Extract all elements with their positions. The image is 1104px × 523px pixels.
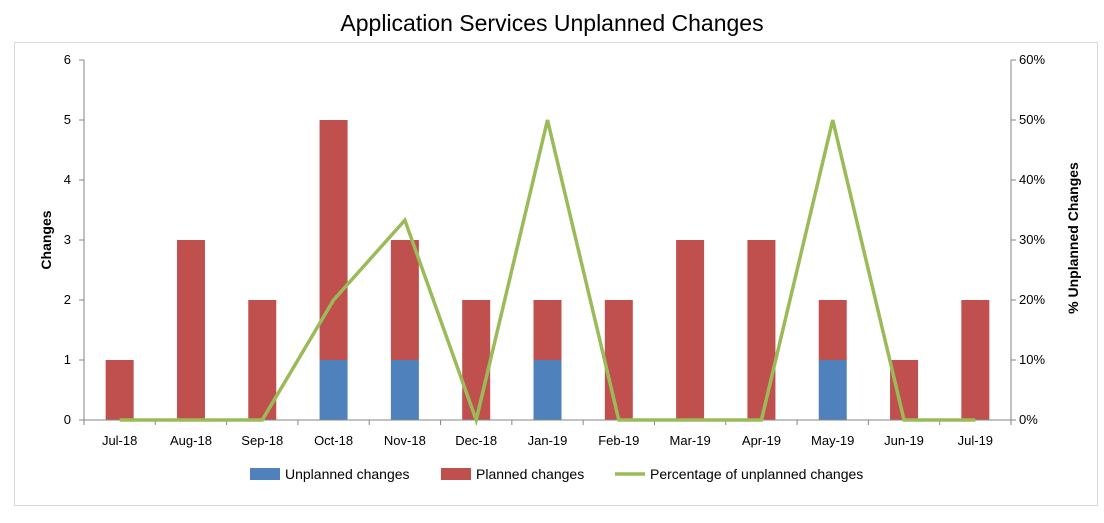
legend-swatch-1 [441,468,471,480]
legend: Unplanned changes Planned changes Percenta… [250,466,863,482]
bar-unplanned-changes-nov-18 [390,360,419,420]
chart-frame [14,42,1098,506]
y-axis-title-left: Changes [38,210,54,269]
legend-swatch-0 [250,468,280,480]
bars-layer [105,120,990,420]
bar-planned-changes-may-19 [818,300,847,360]
y-tick-label-right: 40% [1019,172,1045,187]
x-tick-label: Mar-19 [670,433,711,448]
x-tick-label: Apr-19 [742,433,781,448]
x-tick-label: Oct-18 [314,433,353,448]
bar-planned-changes-jun-19 [890,360,919,420]
x-tick-label: Sep-18 [241,433,283,448]
bar-planned-changes-sep-18 [248,300,277,420]
bar-planned-changes-jul-18 [105,360,134,420]
bar-planned-changes-nov-18 [390,240,419,360]
x-tick-label: Dec-18 [455,433,497,448]
y-tick-label-left: 2 [64,292,71,307]
bar-planned-changes-apr-19 [747,240,776,420]
y-tick-label-right: 30% [1019,232,1045,247]
y-tick-label-right: 20% [1019,292,1045,307]
x-tick-label: Jul-19 [958,433,993,448]
x-tick-label: Feb-19 [598,433,639,448]
bar-planned-changes-aug-18 [176,240,205,420]
bar-planned-changes-oct-18 [319,120,348,360]
y-tick-label-left: 6 [64,52,71,67]
y-tick-label-right: 60% [1019,52,1045,67]
chart-title: Application Services Unplanned Changes [340,10,764,36]
bar-planned-changes-jul-19 [961,300,990,420]
bar-unplanned-changes-oct-18 [319,360,348,420]
bar-planned-changes-mar-19 [676,240,705,420]
x-tick-label: May-19 [811,433,854,448]
x-tick-label: Jul-18 [102,433,137,448]
y-tick-label-left: 1 [64,352,71,367]
x-tick-label: Jun-19 [884,433,924,448]
x-tick-label: Jan-19 [528,433,568,448]
y-axis-title-right: % Unplanned Changes [1065,162,1081,314]
y-tick-label-left: 3 [64,232,71,247]
bar-planned-changes-jan-19 [533,300,562,360]
x-tick-label: Aug-18 [170,433,212,448]
y-tick-label-right: 0% [1019,412,1038,427]
legend-label-2: Percentage of unplanned changes [650,466,863,482]
y-tick-label-left: 4 [64,172,71,187]
y-tick-label-right: 50% [1019,112,1045,127]
bar-unplanned-changes-may-19 [818,360,847,420]
legend-label-0: Unplanned changes [285,466,410,482]
bar-planned-changes-feb-19 [604,300,633,420]
y-tick-label-left: 5 [64,112,71,127]
bar-planned-changes-dec-18 [462,300,491,420]
legend-label-1: Planned changes [476,466,584,482]
y-tick-label-left: 0 [64,412,71,427]
line-layer [119,119,976,427]
bar-unplanned-changes-jan-19 [533,360,562,420]
x-tick-label: Nov-18 [384,433,426,448]
y-tick-label-right: 10% [1019,352,1045,367]
